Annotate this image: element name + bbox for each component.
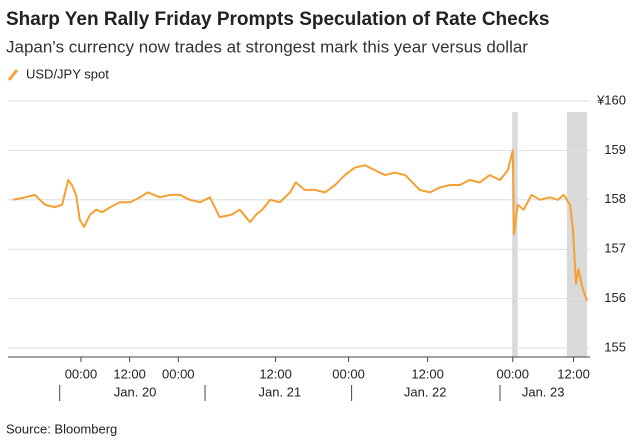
y-tick-label: 156 [604,290,626,305]
x-tick-label: 12:00 [259,366,292,381]
y-tick-label: 157 [604,241,626,256]
legend-label: USD/JPY spot [26,66,109,81]
x-tick-label: 12:00 [113,366,146,381]
y-tick-label: 158 [604,191,626,206]
chart-subtitle: Japan's currency now trades at strongest… [6,37,528,56]
x-tick-label: 00:00 [332,366,365,381]
date-label: Jan. 22 [404,384,447,399]
x-tick-label: 00:00 [496,366,529,381]
shaded-range [566,112,587,357]
chart-title: Sharp Yen Rally Friday Prompts Speculati… [6,9,549,30]
x-tick-label: 12:00 [411,366,444,381]
date-label: Jan. 20 [114,384,157,399]
x-tick-label: 00:00 [162,366,195,381]
date-label: Jan. 21 [259,384,302,399]
x-tick-label: 00:00 [65,366,98,381]
date-label: Jan. 23 [522,384,565,399]
source: Source: Bloomberg [6,421,117,436]
y-tick-label: ¥160 [596,92,626,107]
y-tick-label: 159 [604,142,626,157]
x-tick-label: 12:00 [557,366,590,381]
legend-swatch [7,69,19,81]
data-line [12,149,588,302]
y-tick-label: 155 [604,340,626,355]
